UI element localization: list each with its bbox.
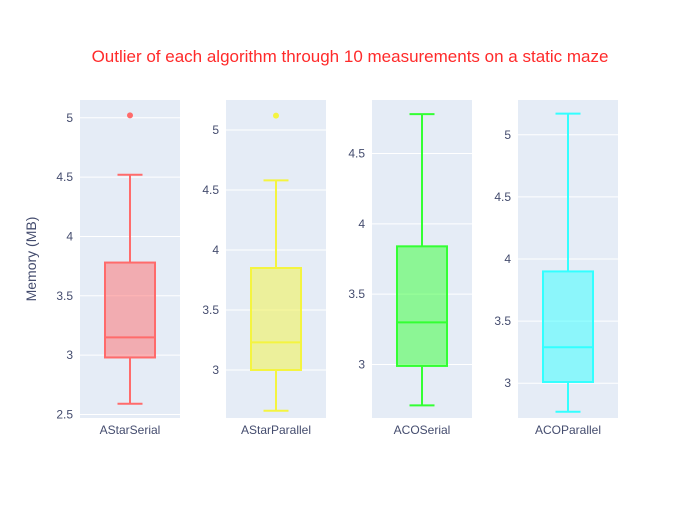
x-category-label: ACOSerial xyxy=(394,423,451,437)
y-tick-label: 5 xyxy=(212,123,219,137)
y-tick-label: 3 xyxy=(504,376,511,390)
outlier-point xyxy=(273,112,279,119)
y-axis-title: Memory (MB) xyxy=(23,217,39,302)
x-category-label: AStarSerial xyxy=(100,423,161,437)
iqr-box xyxy=(396,245,448,367)
outlier-point xyxy=(127,112,133,119)
y-tick-label: 3 xyxy=(358,358,365,372)
y-tick-label: 3.5 xyxy=(348,287,365,301)
chart-title: Outlier of each algorithm through 10 mea… xyxy=(92,47,609,66)
y-tick-label: 4.5 xyxy=(348,146,365,160)
y-tick-label: 4 xyxy=(66,229,73,243)
y-tick-label: 4.5 xyxy=(494,190,511,204)
y-tick-label: 5 xyxy=(66,111,73,125)
y-tick-label: 5 xyxy=(504,128,511,142)
iqr-box xyxy=(104,261,156,359)
y-tick-label: 4 xyxy=(504,252,511,266)
y-tick-label: 3.5 xyxy=(56,289,73,303)
y-tick-label: 3.5 xyxy=(494,314,511,328)
y-tick-label: 4 xyxy=(212,243,219,257)
subplot-AStarSerial: 2.5 3 3.5 4 4.5 5 AStarSerial xyxy=(56,100,180,437)
x-category-label: AStarParallel xyxy=(241,423,311,437)
y-tick-label: 2.5 xyxy=(56,407,73,421)
iqr-box xyxy=(250,267,302,371)
y-tick-label: 3.5 xyxy=(202,303,219,317)
y-tick-label: 4.5 xyxy=(202,183,219,197)
subplot-ACOParallel: 3 3.5 4 4.5 5 ACOParallel xyxy=(494,100,618,437)
subplot-group: 2.5 3 3.5 4 4.5 5 AStarSerial 3 3.5 4 4.5 5 AStarPar… xyxy=(56,100,618,437)
subplot-ACOSerial: 3 3.5 4 4.5 ACOSerial xyxy=(348,100,472,437)
y-tick-label: 3 xyxy=(66,348,73,362)
y-tick-label: 3 xyxy=(212,363,219,377)
y-tick-label: 4.5 xyxy=(56,170,73,184)
subplot-AStarParallel: 3 3.5 4 4.5 5 AStarParallel xyxy=(202,100,326,437)
iqr-box xyxy=(542,270,594,383)
y-tick-label: 4 xyxy=(358,217,365,231)
x-category-label: ACOParallel xyxy=(535,423,601,437)
